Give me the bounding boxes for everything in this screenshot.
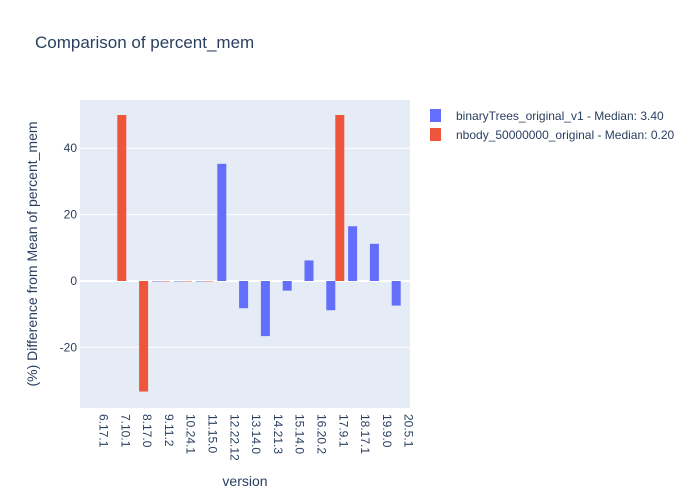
x-tick-label: 17.9.1: [336, 414, 350, 448]
y-tick-label: 0: [70, 274, 77, 288]
x-tick-label: 11.15.0: [206, 414, 220, 453]
x-tick-label: 14.21.3: [271, 414, 285, 454]
plot-area: [80, 100, 410, 408]
legend: binaryTrees_original_v1 - Median: 3.40 n…: [430, 106, 674, 144]
y-tick-label: -20: [60, 340, 78, 354]
legend-label-nbody: nbody_50000000_original - Median: 0.20: [456, 127, 675, 142]
bar[interactable]: [335, 115, 345, 281]
x-tick-label: 20.5.1: [402, 414, 416, 448]
bar[interactable]: [173, 281, 183, 282]
legend-item-nbody[interactable]: nbody_50000000_original - Median: 0.20: [430, 125, 674, 144]
bar[interactable]: [160, 281, 170, 282]
x-ticks: 6.17.1 7.10.1 8.17.0 9.11.2 10.24.1 11.15.0 12…: [97, 414, 416, 461]
chart-title: Comparison of percent_mem: [35, 33, 255, 52]
bar[interactable]: [282, 281, 292, 291]
x-tick-label: 10.24.1: [184, 414, 198, 454]
bar[interactable]: [117, 115, 127, 281]
x-tick-label: 9.11.2: [162, 414, 176, 447]
x-tick-label: 18.17.1: [358, 414, 372, 454]
x-tick-label: 16.20.2: [315, 414, 329, 454]
bar[interactable]: [195, 281, 205, 282]
bar[interactable]: [304, 260, 314, 281]
bar[interactable]: [391, 281, 401, 306]
y-ticks: -20 0 20 40: [60, 141, 78, 354]
bar[interactable]: [204, 281, 214, 282]
legend-swatch-binarytrees: [430, 109, 441, 122]
bar[interactable]: [260, 281, 270, 337]
bar[interactable]: [182, 281, 192, 282]
x-tick-label: 6.17.1: [97, 414, 111, 448]
bar[interactable]: [348, 226, 358, 281]
x-tick-label: 7.10.1: [118, 414, 132, 448]
legend-label-binarytrees: binaryTrees_original_v1 - Median: 3.40: [456, 108, 664, 123]
bar[interactable]: [139, 281, 149, 392]
legend-swatch-nbody: [430, 128, 441, 141]
x-tick-label: 15.14.0: [293, 414, 307, 454]
legend-item-binarytrees[interactable]: binaryTrees_original_v1 - Median: 3.40: [430, 106, 674, 125]
bar[interactable]: [326, 281, 336, 311]
x-axis-title: version: [222, 473, 267, 489]
x-tick-label: 19.9.0: [380, 414, 394, 448]
bar[interactable]: [151, 281, 161, 282]
x-tick-label: 8.17.0: [140, 414, 154, 448]
y-tick-label: 40: [64, 141, 78, 155]
bar[interactable]: [239, 281, 249, 309]
bar[interactable]: [369, 243, 379, 281]
x-tick-label: 13.14.0: [249, 414, 263, 454]
bars: [117, 115, 401, 392]
x-tick-label: 12.22.12: [227, 414, 241, 461]
y-tick-label: 20: [64, 208, 78, 222]
y-axis-title: (%) Difference from Mean of percent_mem: [24, 121, 40, 386]
bar[interactable]: [217, 163, 227, 281]
